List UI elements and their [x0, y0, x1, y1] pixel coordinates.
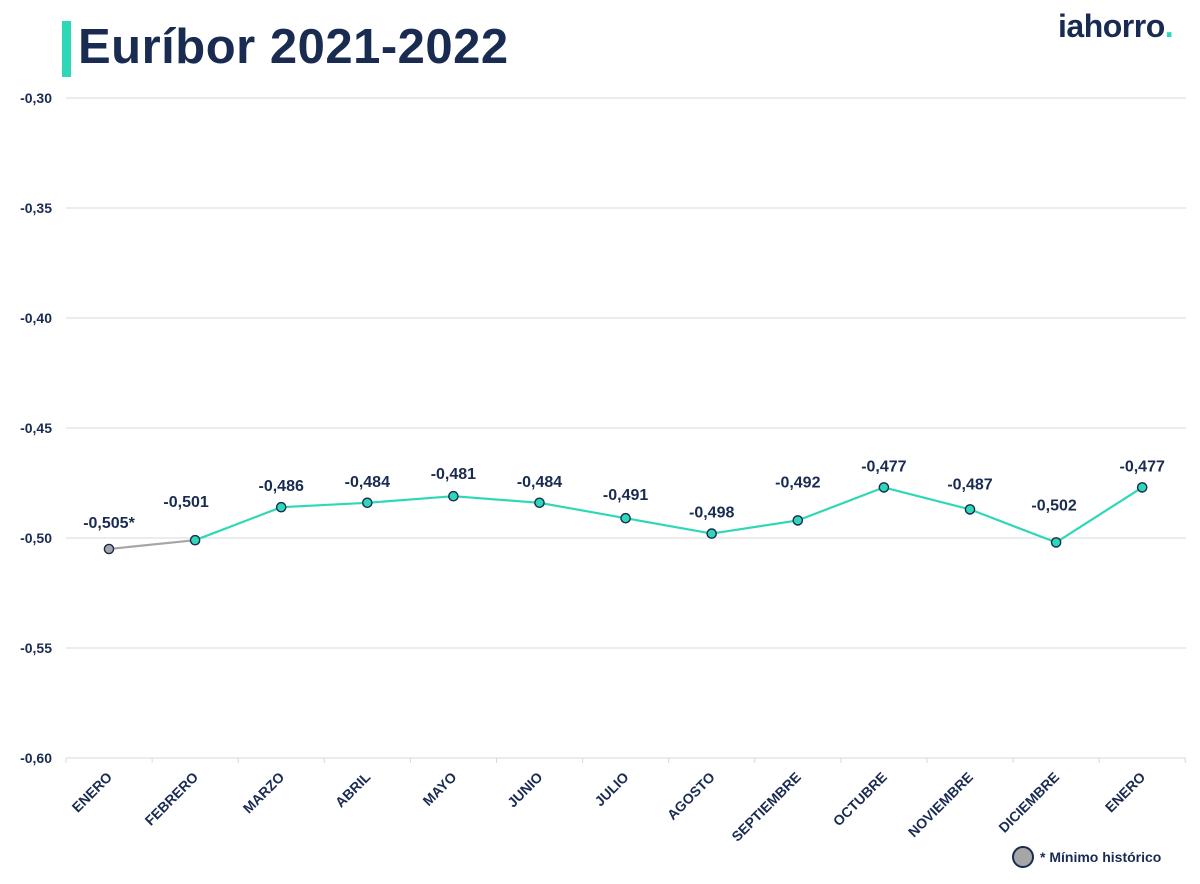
x-tick-label: MARZO [240, 769, 288, 817]
data-point [103, 543, 115, 555]
data-label: -0,477 [861, 458, 906, 475]
data-point [361, 497, 373, 509]
data-label: -0,502 [1031, 497, 1076, 514]
data-label: -0,505* [83, 515, 135, 532]
data-point [189, 534, 201, 546]
data-label: -0,484 [517, 474, 562, 491]
data-point [1136, 482, 1148, 493]
series-segment [968, 508, 1058, 544]
data-point [964, 504, 976, 515]
y-tick-label: -0,50 [20, 530, 52, 546]
x-tick-label: SEPTIEMBRE [728, 769, 804, 845]
series-segment [624, 517, 713, 535]
data-label: -0,501 [163, 494, 208, 511]
x-tick-label: ABRIL [332, 768, 374, 810]
data-point [620, 512, 631, 524]
y-tick-label: -0,35 [20, 200, 52, 216]
legend-swatch [1012, 846, 1034, 868]
series-segment [452, 495, 541, 504]
x-tick-label: ENERO [69, 769, 116, 816]
data-point [792, 515, 804, 526]
y-axis-labels: -0,30 -0,35 -0,40 -0,45 -0,50 -0,55 -0,60 [20, 90, 52, 766]
series-segment [194, 506, 283, 542]
data-point [1050, 537, 1062, 548]
data-label: -0,487 [947, 476, 992, 493]
series-segment [710, 519, 799, 535]
data-label: -0,484 [345, 474, 390, 491]
y-tick-label: -0,45 [20, 420, 52, 436]
series-segment [796, 486, 886, 522]
y-tick-label: -0,55 [20, 640, 52, 656]
series-lines [107, 486, 1144, 551]
data-point [448, 490, 459, 502]
x-tick-label: DICIEMBRE [995, 769, 1062, 836]
x-tick-label: FEBRERO [142, 769, 202, 829]
logo-dot: . [1164, 8, 1174, 44]
x-tick-label: MAYO [419, 769, 459, 809]
data-label: -0,481 [431, 466, 476, 483]
series-segment [280, 501, 369, 509]
data-label: -0,486 [259, 478, 304, 495]
x-tick-label: ENERO [1102, 769, 1149, 816]
y-tick-label: -0,30 [20, 90, 52, 106]
data-labels: -0,505* -0,501 -0,486 -0,484 -0,481 -0,484 -0,… [83, 458, 1165, 532]
logo-text: iahorro [1058, 8, 1165, 44]
series-segment [1054, 486, 1144, 544]
x-axis-labels: ENERO FEBRERO MARZO ABRIL MAYO JUNIO JULIO AGOS… [65, 758, 1186, 845]
data-point [275, 501, 287, 513]
data-label: -0,492 [775, 474, 820, 491]
series-segment [107, 539, 197, 551]
x-tick-label: AGOSTO [664, 769, 718, 823]
legend-label: * Mínimo histórico [1040, 849, 1162, 865]
brand-logo: iahorro. [1058, 4, 1174, 48]
x-tick-label: NOVIEMBRE [905, 769, 976, 840]
data-label: -0,477 [1120, 458, 1165, 475]
data-point [878, 482, 890, 493]
data-label: -0,498 [689, 505, 734, 522]
data-point [534, 497, 545, 509]
chart-title: Euríbor 2021-2022 [78, 20, 509, 74]
legend: * Mínimo histórico [1012, 846, 1161, 868]
series-points [103, 482, 1148, 555]
series-segment [366, 495, 455, 504]
data-label: -0,491 [603, 487, 648, 504]
x-tick-label: JUNIO [504, 769, 546, 811]
x-tick-label: JULIO [591, 769, 632, 810]
title-accent-bar [62, 21, 71, 77]
series-segment [538, 501, 627, 520]
y-tick-label: -0,40 [20, 310, 52, 326]
series-segment [882, 486, 972, 511]
grid-lines [66, 97, 1186, 759]
x-tick-label: OCTUBRE [830, 769, 890, 829]
y-tick-label: -0,60 [20, 750, 52, 766]
data-point [706, 528, 718, 539]
